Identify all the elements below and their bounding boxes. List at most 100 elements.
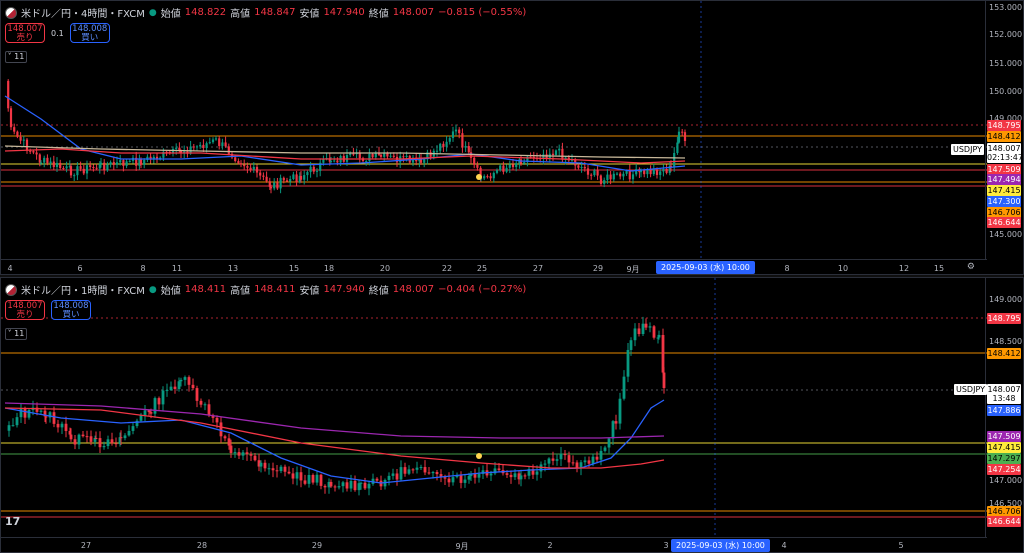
bear-candle xyxy=(229,445,233,453)
symbol-title[interactable]: 米ドル／円・1時間・FXCM xyxy=(21,286,145,297)
x-tick: 15 xyxy=(933,264,945,273)
bull-candle xyxy=(603,447,607,451)
bear-candle xyxy=(89,165,92,167)
bear-candle xyxy=(328,158,331,162)
price-chart-1h[interactable] xyxy=(1,278,987,537)
bear-candle xyxy=(336,160,339,163)
bull-candle xyxy=(451,477,455,483)
price-level-tag: 148.412 xyxy=(987,348,1021,359)
price-level-tag: 148.795 xyxy=(987,120,1021,131)
buy-price: 148.008 xyxy=(72,24,108,34)
bear-candle xyxy=(46,157,49,164)
bull-candle xyxy=(309,166,312,173)
buy-button[interactable]: 148.008 買い xyxy=(51,300,91,320)
bear-candle xyxy=(637,328,641,335)
indicators-collapse-button[interactable]: ˅ 11 xyxy=(5,328,27,340)
bear-candle xyxy=(479,167,482,180)
x-tick: 9月 xyxy=(626,265,640,274)
bear-candle xyxy=(442,143,445,147)
bull-candle xyxy=(469,473,473,477)
bull-candle xyxy=(435,150,439,152)
bull-candle xyxy=(423,159,426,163)
bull-candle xyxy=(383,153,386,157)
bull-candle xyxy=(499,165,502,171)
bull-candle xyxy=(405,155,408,158)
bear-candle xyxy=(599,178,603,184)
sell-button[interactable]: 148.007 売り xyxy=(5,23,45,43)
bear-candle xyxy=(59,162,62,169)
bull-candle xyxy=(635,169,638,175)
bear-candle xyxy=(82,168,85,174)
bear-candle xyxy=(523,475,527,477)
bull-candle xyxy=(233,452,237,454)
tradingview-logo[interactable]: 17 xyxy=(5,515,21,528)
bear-candle xyxy=(135,157,138,166)
time-axis-1h[interactable]: 27 28 29 9月 2 3 4 5 2025-09-03 (水) 10:00 xyxy=(1,537,987,552)
price-level-tag: 147.886 xyxy=(987,405,1021,416)
bear-candle xyxy=(173,386,177,390)
bear-candle xyxy=(587,460,591,464)
bear-candle xyxy=(644,323,648,328)
bull-candle xyxy=(73,175,76,177)
bear-candle xyxy=(62,168,65,170)
sell-button[interactable]: 148.007 売り xyxy=(5,300,45,320)
bear-candle xyxy=(13,127,16,132)
bull-candle xyxy=(580,166,583,168)
bear-candle xyxy=(16,131,19,137)
bear-candle xyxy=(575,462,579,469)
time-axis-4h[interactable]: 4 6 8 11 13 15 18 20 22 25 27 29 9月 5 8 … xyxy=(1,259,987,275)
bull-candle xyxy=(668,165,671,173)
bull-candle xyxy=(65,166,68,169)
bear-candle xyxy=(215,417,219,423)
bear-candle xyxy=(299,472,303,481)
bear-candle xyxy=(32,151,35,153)
x-tick: 20 xyxy=(379,264,391,273)
bear-candle xyxy=(429,152,432,157)
bear-candle xyxy=(249,167,252,170)
close-label: 終値 xyxy=(368,286,389,297)
bear-candle xyxy=(353,480,357,491)
buy-button[interactable]: 148.008 買い xyxy=(69,23,110,43)
bear-candle xyxy=(276,182,279,189)
bull-candle xyxy=(221,142,224,146)
price-chart-4h[interactable] xyxy=(1,1,987,259)
current-price: 148.007 xyxy=(987,385,1021,394)
chart-pane-1h[interactable]: 米ドル／円・1時間・FXCM ● 始値 148.411 高値 148.411 安値 1… xyxy=(0,277,1024,553)
bull-candle xyxy=(639,169,643,173)
symbol-title[interactable]: 米ドル／円・4時間・FXCM xyxy=(21,9,145,20)
bull-candle xyxy=(559,453,563,460)
moving-average-red xyxy=(4,407,665,469)
bear-candle xyxy=(461,133,464,148)
price-axis-4h[interactable]: 153.000 152.000 151.000 150.000 149.000 … xyxy=(985,1,1023,259)
buy-price: 148.008 xyxy=(53,301,89,311)
bear-candle xyxy=(319,474,323,486)
chart-pane-4h[interactable]: 米ドル／円・4時間・FXCM ● 始値 148.822 高値 148.847 安値 1… xyxy=(0,0,1024,275)
bear-candle xyxy=(583,166,586,169)
bear-candle xyxy=(395,473,399,480)
x-tick: 29 xyxy=(592,264,604,273)
bear-candle xyxy=(551,458,555,461)
bear-candle xyxy=(285,180,289,182)
bull-candle xyxy=(677,131,681,143)
bull-candle xyxy=(387,475,391,480)
bear-candle xyxy=(239,163,243,165)
settings-gear-icon[interactable]: ⚙ xyxy=(966,262,975,272)
bull-candle xyxy=(27,410,31,418)
bull-candle xyxy=(527,469,531,476)
bear-candle xyxy=(386,153,389,157)
indicators-collapse-button[interactable]: ˅ 11 xyxy=(5,51,27,63)
bull-candle xyxy=(374,152,377,158)
bull-candle xyxy=(341,482,345,487)
bull-candle xyxy=(77,434,81,445)
bull-candle xyxy=(98,164,101,169)
bull-candle xyxy=(162,151,165,158)
bull-candle xyxy=(515,163,518,168)
low-value: 147.940 xyxy=(323,284,365,295)
price-axis-1h[interactable]: 149.000 148.500 147.000 146.500 xyxy=(985,278,1023,537)
bear-candle xyxy=(459,475,463,483)
bull-candle xyxy=(259,462,263,467)
legend-1h: 米ドル／円・1時間・FXCM ● 始値 148.411 高値 148.411 安値 1… xyxy=(5,282,526,297)
sell-label: 売り xyxy=(16,33,34,43)
bull-candle xyxy=(93,438,97,442)
bull-candle xyxy=(543,463,547,465)
